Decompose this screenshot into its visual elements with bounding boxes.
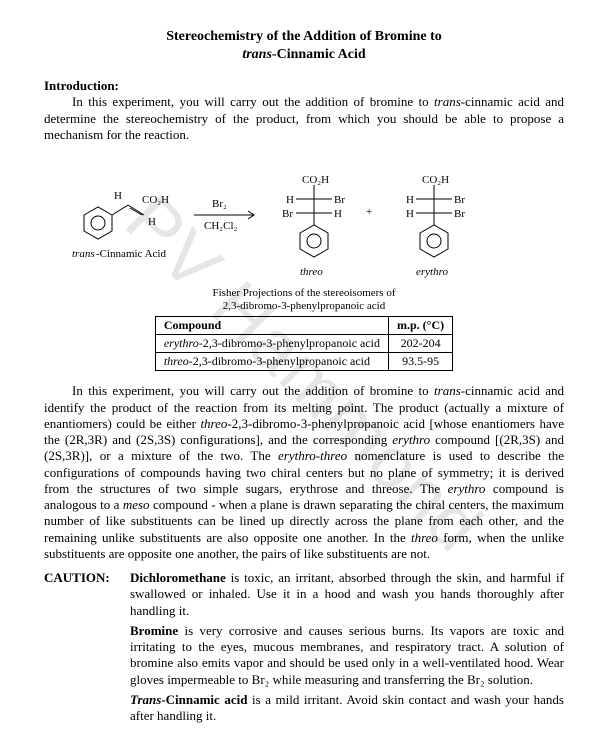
reaction-scheme-svg: H CO₂H H trans -Cinnamic Acid Br₂ CH₂Cl₂ bbox=[44, 153, 564, 283]
svg-text:H: H bbox=[406, 194, 414, 206]
svg-text:H: H bbox=[148, 216, 156, 228]
svg-text:Br: Br bbox=[282, 208, 293, 220]
table-col-mp: m.p. (°C) bbox=[389, 317, 453, 335]
svg-text:CH₂Cl₂: CH₂Cl₂ bbox=[204, 220, 238, 232]
svg-text:CO₂H: CO₂H bbox=[142, 194, 169, 206]
table-row: threo-2,3-dibromo-3-phenylpropanoic acid… bbox=[155, 353, 452, 371]
fisher-cap-line1: Fisher Projections of the stereoisomers … bbox=[213, 287, 396, 299]
intro-heading: Introduction: bbox=[44, 78, 564, 94]
svg-text:CO₂H: CO₂H bbox=[422, 174, 449, 186]
title-line2-suffix: -Cinnamic Acid bbox=[272, 47, 366, 62]
svg-text:H: H bbox=[114, 190, 122, 202]
mp-table: Compound m.p. (°C) erythro-2,3-dibromo-3… bbox=[155, 316, 453, 371]
table-cell-mp: 93.5-95 bbox=[389, 353, 453, 371]
svg-text:CO₂H: CO₂H bbox=[302, 174, 329, 186]
title-line2-prefix: trans bbox=[242, 47, 272, 62]
table-row: erythro-2,3-dibromo-3-phenylpropanoic ac… bbox=[155, 335, 452, 353]
caution-body: Dichloromethane is toxic, an irritant, a… bbox=[130, 570, 564, 728]
svg-text:H: H bbox=[406, 208, 414, 220]
reactant-label-suffix: -Cinnamic Acid bbox=[96, 248, 166, 260]
svg-text:H: H bbox=[334, 208, 342, 220]
svg-text:Br: Br bbox=[454, 194, 465, 206]
intro-paragraph: In this experiment, you will carry out t… bbox=[44, 94, 564, 143]
caution-bromine: Bromine is very corrosive and causes ser… bbox=[130, 623, 564, 688]
svg-text:threo: threo bbox=[300, 266, 323, 278]
table-header-row: Compound m.p. (°C) bbox=[155, 317, 452, 335]
fisher-cap-line2: 2,3-dibromo-3-phenylpropanoic acid bbox=[223, 300, 386, 312]
caution-cinnamic: Trans-Cinnamic acid is a mild irritant. … bbox=[130, 692, 564, 725]
svg-text:Br: Br bbox=[454, 208, 465, 220]
erythro-structure: CO₂H H Br H Br erythro bbox=[406, 174, 465, 278]
svg-text:H: H bbox=[286, 194, 294, 206]
reactant-structure: H CO₂H H bbox=[84, 190, 169, 239]
threo-structure: CO₂H H Br Br H threo bbox=[282, 174, 345, 278]
plus-sign: + bbox=[366, 206, 372, 218]
fisher-caption: Fisher Projections of the stereoisomers … bbox=[44, 287, 564, 312]
title-line1: Stereochemistry of the Addition of Bromi… bbox=[166, 29, 442, 44]
svg-text:Br: Br bbox=[334, 194, 345, 206]
table-cell-compound: threo-2,3-dibromo-3-phenylpropanoic acid bbox=[155, 353, 388, 371]
svg-text:erythro: erythro bbox=[416, 266, 448, 278]
reactant-label-prefix: trans bbox=[72, 248, 95, 260]
table-cell-mp: 202-204 bbox=[389, 335, 453, 353]
table-col-compound: Compound bbox=[155, 317, 388, 335]
svg-text:Br₂: Br₂ bbox=[212, 198, 227, 210]
document-title: Stereochemistry of the Addition of Bromi… bbox=[44, 28, 564, 64]
reaction-arrow: Br₂ CH₂Cl₂ bbox=[194, 198, 254, 232]
caution-dcm: Dichloromethane is toxic, an irritant, a… bbox=[130, 570, 564, 619]
caution-block: CAUTION: Dichloromethane is toxic, an ir… bbox=[44, 570, 564, 728]
body-paragraph: In this experiment, you will carry out t… bbox=[44, 383, 564, 562]
intro-trans: trans bbox=[434, 94, 461, 109]
reaction-scheme: H CO₂H H trans -Cinnamic Acid Br₂ CH₂Cl₂ bbox=[44, 153, 564, 283]
caution-label: CAUTION: bbox=[44, 570, 130, 728]
table-cell-compound: erythro-2,3-dibromo-3-phenylpropanoic ac… bbox=[155, 335, 388, 353]
intro-text-a: In this experiment, you will carry out t… bbox=[72, 94, 434, 109]
